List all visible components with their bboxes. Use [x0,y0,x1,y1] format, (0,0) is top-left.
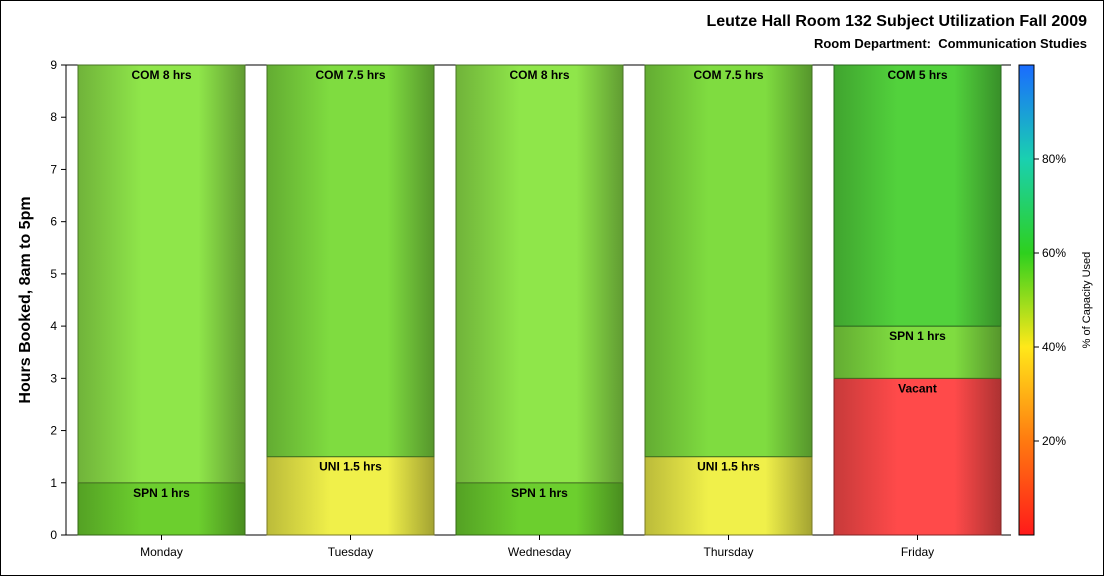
bar-segment [644,456,813,536]
x-tick-label: Thursday [703,545,753,559]
colorbar-tick-label: 60% [1042,246,1066,260]
y-tick-label: 6 [50,215,57,229]
x-tick-label: Friday [901,545,934,559]
x-tick-label: Tuesday [328,545,374,559]
colorbar-label: % of Capacity Used [1081,252,1093,349]
y-tick-label: 5 [50,267,57,281]
bar-segment-label: SPN 1 hrs [133,486,190,500]
bar-segment-label: SPN 1 hrs [889,329,946,343]
colorbar-gradient [1018,64,1035,536]
y-tick-label: 9 [50,58,57,72]
bar-segment [77,482,246,536]
bar-segment [455,64,624,484]
bar-segment-label: COM 7.5 hrs [693,68,763,82]
x-tick-label: Monday [140,545,183,559]
bar-segment [455,482,624,536]
bar-segment-label: COM 8 hrs [131,68,191,82]
colorbar-tick-label: 40% [1042,340,1066,354]
colorbar-tick-label: 20% [1042,434,1066,448]
y-tick-label: 4 [50,319,57,333]
bar-segment-label: COM 8 hrs [509,68,569,82]
bar-segment-label: COM 7.5 hrs [315,68,385,82]
bar-segment [266,456,435,536]
y-tick-label: 8 [50,110,57,124]
bar-segment [833,64,1002,327]
bar-segment-label: UNI 1.5 hrs [697,460,760,474]
y-tick-label: 2 [50,424,57,438]
bar-segment-label: UNI 1.5 hrs [319,460,382,474]
y-tick-label: 3 [50,371,57,385]
plot-area: 0 1 2 3 4 5 6 7 8 9 Hours Booked, 8am to 5pm SPN 1 … [17,58,1011,559]
y-tick-label: 0 [50,528,57,542]
bar-segment-label: Vacant [898,381,937,395]
y-tick-label: 7 [50,162,57,176]
bar-segment-label: COM 5 hrs [887,68,947,82]
bar-segment [644,64,813,458]
colorbar-tick-label: 80% [1042,152,1066,166]
y-tick-label: 1 [50,476,57,490]
bar-segment [77,64,246,484]
bar-segment [833,377,1002,536]
chart-subtitle: Room Department: Communication Studies [813,36,1087,51]
bar-segment [266,64,435,458]
colorbar: 20% 40% 60% 80% % of Capacity Used [1018,64,1093,536]
y-axis-label: Hours Booked, 8am to 5pm [17,196,34,403]
chart-title: Leutze Hall Room 132 Subject Utilization… [706,13,1087,30]
x-tick-label: Wednesday [508,545,571,559]
bar-segment-label: SPN 1 hrs [511,486,568,500]
bar-segment [833,325,1002,379]
